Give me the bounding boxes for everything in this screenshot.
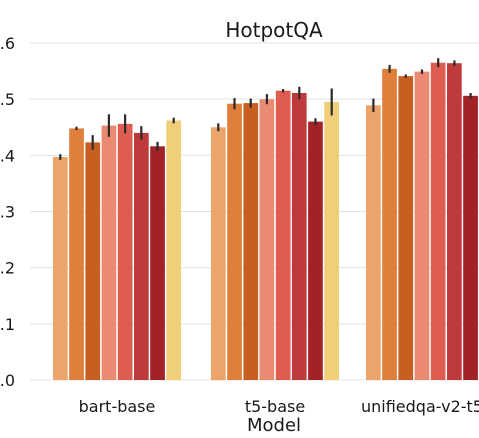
bar-bart-base-s1	[53, 157, 68, 380]
bars	[53, 62, 478, 381]
error-bars	[59, 58, 472, 160]
bar-unifiedqa-v2-t5-s7	[463, 95, 478, 381]
y-tick-label: .2	[0, 259, 15, 278]
bar-unifiedqa-v2-t5-s4	[414, 71, 430, 380]
bar-unifiedqa-v2-t5-s1	[366, 105, 381, 381]
bar-t5-base-s1	[211, 127, 226, 381]
x-tick-label-t5-base: t5-base	[245, 397, 305, 416]
bar-bart-base-s8	[166, 120, 181, 380]
y-tick-label: .4	[0, 146, 15, 165]
x-tick-labels: bart-base t5-base unifiedqa-v2-t5	[79, 397, 479, 416]
y-tick-label: .0	[0, 371, 15, 390]
y-tick-label: .5	[0, 90, 15, 109]
bar-t5-base-s3	[243, 103, 259, 380]
bar-bart-base-s5	[117, 123, 133, 381]
bar-bart-base-s4	[101, 125, 117, 380]
bar-t5-base-s8	[324, 102, 339, 380]
x-tick-label-unifiedqa-v2-t5: unifiedqa-v2-t5	[361, 397, 479, 416]
y-tick-label: .6	[0, 34, 15, 53]
bar-t5-base-s4	[259, 99, 275, 380]
y-tick-label: .1	[0, 315, 15, 334]
bar-t5-base-s7	[308, 121, 323, 380]
bar-bart-base-s3	[85, 142, 101, 380]
bar-bart-base-s2	[69, 128, 84, 380]
bar-unifiedqa-v2-t5-s2	[382, 68, 397, 381]
x-tick-label-bart-base: bart-base	[79, 397, 156, 416]
bar-bart-base-s6	[134, 132, 149, 380]
y-tick-labels: .0 .1 .2 .3 .4 .5 .6	[0, 34, 15, 390]
bar-unifiedqa-v2-t5-s3	[398, 76, 414, 380]
chart-title: HotpotQA	[225, 18, 323, 42]
bar-unifiedqa-v2-t5-s6	[447, 63, 462, 380]
y-tick-label: .3	[0, 203, 15, 222]
bar-bart-base-s7	[150, 146, 165, 380]
bar-t5-base-s5	[275, 90, 291, 380]
bar-t5-base-s2	[227, 103, 242, 380]
bar-t5-base-s6	[291, 93, 307, 380]
x-axis-label: Model	[247, 415, 301, 436]
bar-unifiedqa-v2-t5-s5	[430, 62, 446, 380]
